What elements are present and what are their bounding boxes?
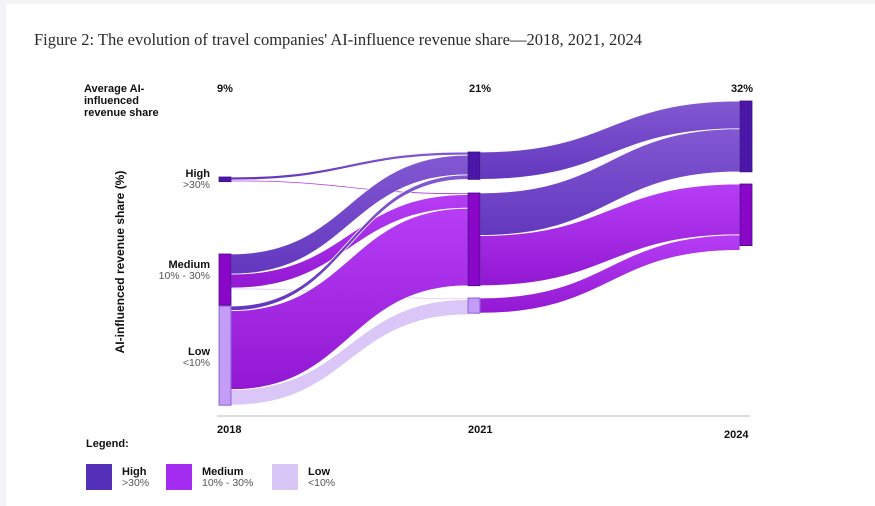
category-range: 10% - 30%	[158, 270, 210, 282]
legend-item-medium: Medium 10% - 30%	[166, 464, 253, 490]
category-name: Medium	[168, 259, 210, 271]
node-2018-low	[218, 305, 232, 406]
legend-name: Medium	[202, 466, 244, 478]
x-axis-baseline	[217, 415, 750, 417]
node-2021-high	[467, 151, 481, 180]
node-2024-medium	[739, 183, 753, 246]
x-label-2018: 2018	[217, 424, 242, 436]
legend-item-high: High >30%	[86, 464, 149, 490]
legend-name: Low	[308, 466, 330, 478]
category-label-low: Low <10%	[130, 347, 210, 369]
flow-2021-low-to-2024-medium	[479, 234, 741, 314]
figure-title: Figure 2: The evolution of travel compan…	[34, 30, 642, 49]
legend-swatch-low	[272, 464, 298, 490]
category-label-high: High >30%	[130, 169, 210, 191]
category-name: Low	[188, 346, 210, 358]
legend-range: <10%	[308, 477, 336, 489]
average-share-label: Average AI-influenced revenue share	[84, 83, 159, 119]
category-name: High	[185, 168, 210, 180]
legend-swatch-medium	[166, 464, 192, 490]
legend-swatch-high	[86, 464, 112, 490]
node-2021-low	[467, 297, 481, 314]
average-2024: 32%	[731, 83, 754, 95]
category-label-medium: Medium 10% - 30%	[130, 260, 210, 282]
node-2021-medium	[467, 192, 481, 287]
legend-range: 10% - 30%	[202, 477, 254, 489]
flow-2018-low-to-2021-low	[230, 299, 469, 406]
category-range: >30%	[182, 179, 210, 191]
average-2021: 21%	[469, 83, 492, 95]
node-2024-high	[739, 100, 753, 173]
category-range: <10%	[182, 357, 210, 369]
node-2018-high	[218, 176, 232, 183]
page-left-border	[0, 0, 6, 506]
node-2018-medium	[218, 253, 232, 306]
x-label-2021: 2021	[468, 424, 493, 436]
legend-title: Legend:	[86, 438, 129, 450]
legend-name: High	[122, 466, 147, 478]
x-label-2024: 2024	[724, 429, 749, 441]
page-top-border	[0, 0, 875, 4]
average-2018: 9%	[217, 83, 233, 95]
legend-range: >30%	[122, 477, 150, 489]
legend-item-low: Low <10%	[272, 464, 335, 490]
